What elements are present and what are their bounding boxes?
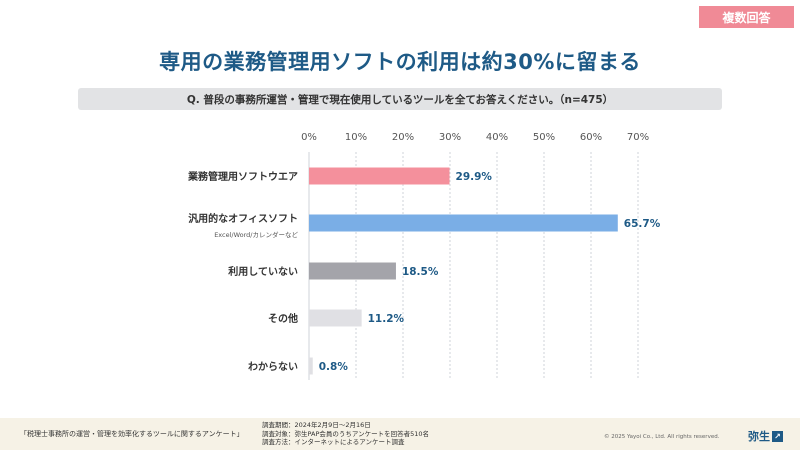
brand-logo: 弥生 ↗ (748, 428, 783, 444)
x-tick-label: 70% (627, 132, 649, 143)
bar-chart: 0% 10% 20% 30% 40% 50% 60% 70% 29.9% 業務管理用ソフトウエア 6… (187, 132, 661, 380)
category-sublabel: Excel/Word/カレンダーなど (214, 230, 298, 239)
data-label: 29.9% (456, 171, 493, 183)
copyright: © 2025 Yayoi Co., Ltd. All rights reserv… (604, 434, 720, 440)
x-tick-label: 0% (301, 132, 317, 143)
x-tick-label: 40% (486, 132, 508, 143)
brand-name: 弥生 (748, 430, 770, 443)
bar (309, 167, 450, 185)
data-label: 0.8% (319, 361, 349, 373)
category-label: わからない (248, 361, 298, 373)
bar (309, 309, 362, 327)
x-tick-label: 10% (345, 132, 367, 143)
page-title: 専用の業務管理用ソフトの利用は約30%に留まる (159, 50, 641, 74)
data-label: 65.7% (624, 218, 661, 230)
bar (309, 357, 313, 375)
category-label: その他 (268, 312, 298, 325)
x-tick-label: 20% (392, 132, 414, 143)
multiple-answer-badge: 複数回答 (699, 6, 794, 28)
survey-target: 調査対象：弥生PAP会員のうちアンケートを回答者510名 (262, 429, 430, 438)
category-label: 汎用的なオフィスソフト (188, 212, 298, 225)
bar (309, 214, 618, 232)
x-tick-label: 50% (533, 132, 555, 143)
survey-period: 調査期間：2024年2月9日～2月16日 (262, 421, 371, 429)
question-banner: Q. 普段の事務所運営・管理で現在使用しているツールを全てお答えください。（n=… (78, 88, 722, 110)
data-label: 11.2% (368, 313, 405, 325)
survey-meta: 調査期間：2024年2月9日～2月16日 調査対象：弥生PAP会員のうちアンケー… (262, 421, 429, 447)
x-tick-label: 30% (439, 132, 461, 143)
x-tick-label: 60% (580, 132, 602, 143)
category-label: 利用していない (228, 265, 298, 278)
footer: 「税理士事務所の運営・管理を効率化するツールに関するアンケート」 調査期間：20… (0, 418, 800, 450)
category-label: 業務管理用ソフトウエア (187, 170, 298, 183)
bar (309, 262, 396, 280)
survey-title: 「税理士事務所の運営・管理を効率化するツールに関するアンケート」 (20, 430, 244, 438)
arrow-icon: ↗ (772, 430, 783, 442)
survey-method: 調査方法：インターネットによるアンケート調査 (262, 438, 405, 446)
data-label: 18.5% (402, 266, 439, 278)
